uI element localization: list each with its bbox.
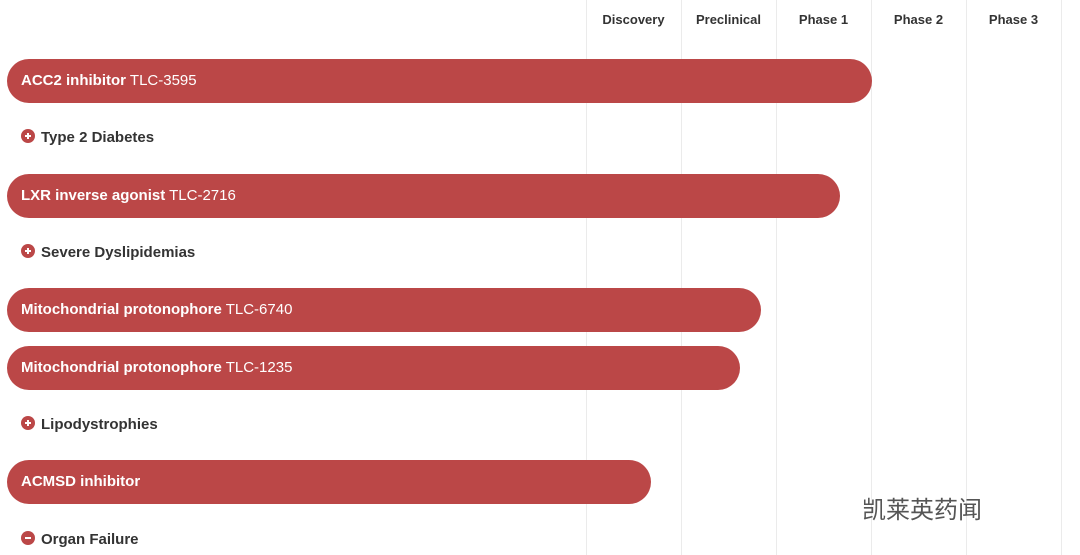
indication-label: Organ Failure	[41, 531, 139, 548]
column-header: Phase 3	[988, 12, 1039, 27]
program-name: Mitochondrial protonophore	[21, 301, 222, 318]
program-name: ACMSD inhibitor	[21, 473, 141, 490]
column-header: Phase 1	[798, 12, 849, 27]
column-divider	[871, 0, 872, 555]
column-header: Discovery	[602, 12, 665, 27]
column-divider	[776, 0, 777, 555]
indication-label: Lipodystrophies	[41, 416, 158, 433]
watermark: 凯莱英药闻	[862, 497, 982, 524]
program-bar[interactable]: Mitochondrial protonophore TLC-6740	[7, 288, 761, 332]
expand-icon	[21, 129, 35, 143]
collapse-icon	[21, 531, 35, 545]
program-bar[interactable]: Mitochondrial protonophore TLC-1235	[7, 346, 740, 390]
expand-icon	[21, 244, 35, 258]
indication[interactable]: Type 2 Diabetes	[21, 128, 154, 148]
program-code: TLC-6740	[225, 301, 293, 318]
indication-label: Severe Dyslipidemias	[41, 244, 196, 261]
indication[interactable]: Severe Dyslipidemias	[21, 243, 195, 263]
indication[interactable]: Lipodystrophies	[21, 415, 158, 435]
indication-label: Type 2 Diabetes	[41, 129, 155, 146]
column-divider	[681, 0, 682, 555]
column-divider	[966, 0, 967, 555]
program-bar[interactable]: ACMSD inhibitor	[7, 460, 651, 504]
column-header: Phase 2	[893, 12, 944, 27]
column-divider	[1061, 0, 1062, 555]
column-header: Preclinical	[695, 12, 762, 27]
expand-icon	[21, 416, 35, 430]
program-name: ACC2 inhibitor	[21, 72, 126, 89]
program-code: TLC-1235	[225, 359, 293, 376]
program-code: TLC-2716	[169, 187, 236, 204]
program-bar[interactable]: LXR inverse agonist TLC-2716	[7, 174, 840, 218]
program-bar[interactable]: ACC2 inhibitor TLC-3595	[7, 59, 872, 103]
program-name: Mitochondrial protonophore	[21, 359, 222, 376]
program-code: TLC-3595	[129, 72, 197, 89]
program-name: LXR inverse agonist	[21, 187, 166, 204]
indication[interactable]: Organ Failure	[21, 530, 139, 550]
column-divider	[586, 0, 587, 555]
